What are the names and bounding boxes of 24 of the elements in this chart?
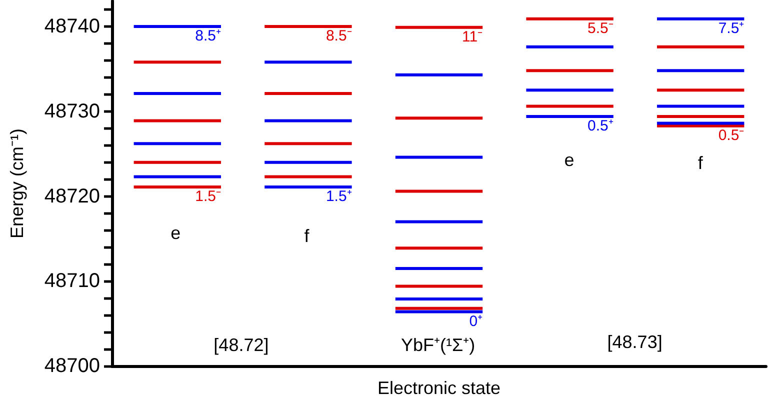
- series-label: 1.5⁺: [326, 188, 352, 205]
- series-label: 11⁻: [462, 28, 483, 46]
- y-tick-label: 48710: [44, 270, 100, 292]
- series-label: 8.5⁻: [326, 27, 352, 44]
- series-label: 7.5⁺: [718, 20, 744, 37]
- y-tick-label: 48740: [44, 15, 100, 38]
- annotation: f: [698, 153, 704, 174]
- x-axis-title: Electronic state: [377, 378, 501, 398]
- annotation: YbF⁺(¹Σ⁺): [400, 335, 476, 356]
- series-label: 8.5⁺: [195, 27, 221, 44]
- annotation: [48.72]: [214, 335, 269, 356]
- series-label: 0.5⁺: [588, 117, 614, 134]
- series-label: 0⁺: [469, 312, 483, 330]
- y-tick-label: 48700: [44, 355, 100, 378]
- annotation: f: [304, 226, 310, 246]
- annotation: e: [564, 150, 574, 170]
- series-label: 1.5⁻: [195, 188, 221, 205]
- series-label: 0.5⁻: [718, 126, 744, 144]
- y-tick-label: 48720: [44, 185, 100, 208]
- series-label: 5.5⁻: [588, 20, 614, 37]
- annotation: [48.73]: [607, 332, 662, 352]
- y-axis-title: Energy (cm⁻¹): [7, 128, 27, 239]
- y-tick-label: 48730: [44, 100, 100, 122]
- annotation: e: [170, 222, 181, 243]
